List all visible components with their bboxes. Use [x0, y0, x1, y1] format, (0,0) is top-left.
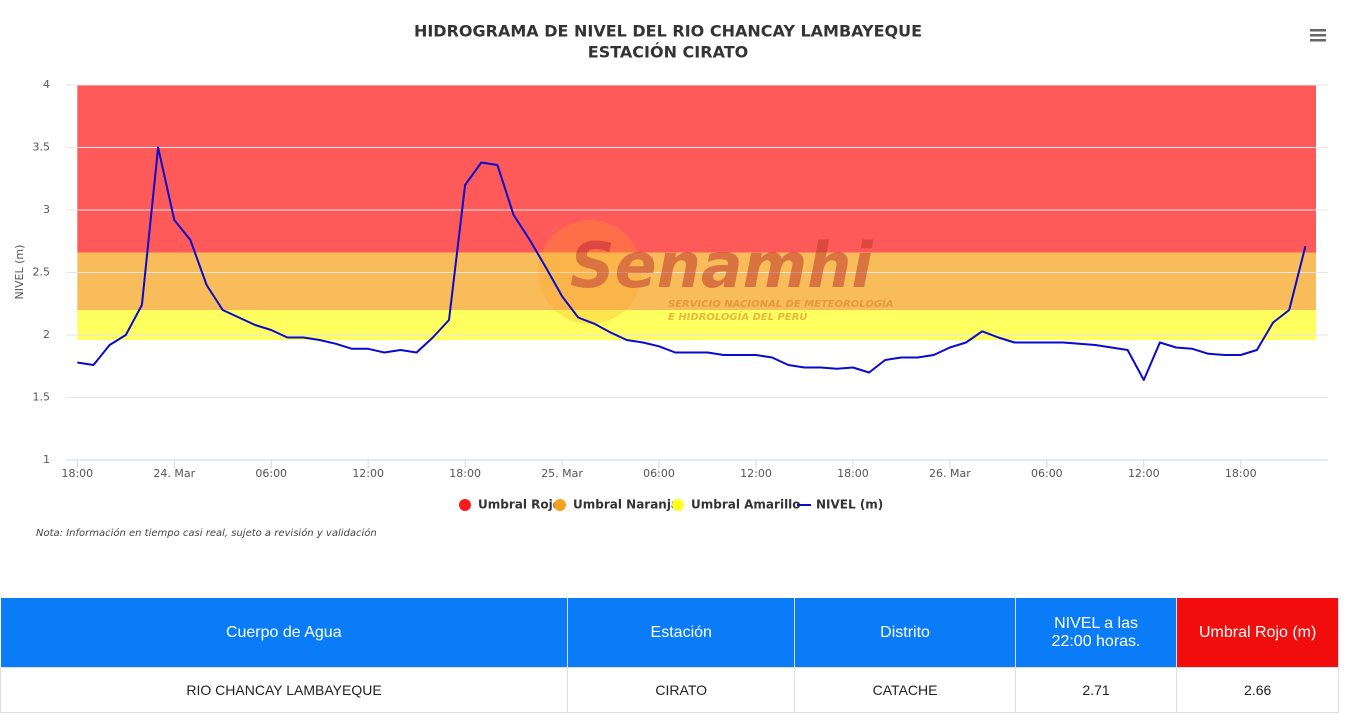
table-header: Cuerpo de Agua	[0, 598, 569, 668]
legend-symbol	[459, 499, 471, 511]
x-tick-label: 25. Mar	[541, 467, 583, 480]
watermark-text: SERVICIO NACIONAL DE METEOROLOGÍA	[668, 297, 894, 310]
legend-item[interactable]: Umbral Rojo	[459, 498, 561, 512]
series-line	[77, 146, 1307, 381]
x-tick-label: 12:00	[740, 467, 772, 480]
x-tick-label: 06:00	[255, 467, 287, 480]
watermark-name: Senamhi	[570, 229, 873, 302]
chart: HIDROGRAMA DE NIVEL DEL RIO CHANCAY LAMB…	[13, 22, 1328, 539]
legend-symbol	[554, 499, 566, 511]
chart-subtitle: ESTACIÓN CIRATO	[588, 43, 748, 62]
x-tick-label: 06:00	[643, 467, 675, 480]
legend-item[interactable]: Umbral Amarillo	[672, 498, 801, 512]
x-tick-label: 18:00	[1225, 467, 1257, 480]
x-tick-label: 18:00	[837, 467, 869, 480]
x-tick-label: 06:00	[1031, 467, 1063, 480]
legend-label: NIVEL (m)	[816, 498, 883, 512]
chart-title: HIDROGRAMA DE NIVEL DEL RIO CHANCAY LAMB…	[414, 22, 922, 41]
table-header: NIVEL a las 22:00 horas.	[1015, 598, 1178, 668]
threshold-band	[77, 252, 1316, 310]
y-tick-label: 2.5	[33, 266, 51, 279]
table-header: Distrito	[794, 598, 1016, 668]
legend-label: Umbral Amarillo	[691, 498, 801, 512]
x-tick-label: 12:00	[1128, 467, 1160, 480]
x-tick-label: 12:00	[352, 467, 384, 480]
y-tick-label: 3.5	[33, 141, 51, 154]
data-table: Cuerpo de Agua Estación Distrito NIVEL a la…	[0, 598, 1339, 713]
y-tick-label: 1.5	[33, 391, 51, 404]
y-tick-label: 4	[43, 78, 50, 91]
table-header: Umbral Rojo (m)	[1176, 598, 1339, 668]
table-header: Estación	[567, 598, 796, 668]
table-row: RIO CHANCAY LAMBAYEQUE CIRATO CATACHE 2.71 2…	[0, 667, 1339, 713]
x-tick-label: 24. Mar	[153, 467, 195, 480]
table-cell: CATACHE	[794, 667, 1016, 713]
table-cell: RIO CHANCAY LAMBAYEQUE	[0, 667, 569, 713]
legend-item[interactable]: Umbral Naranja	[554, 498, 679, 512]
y-tick-label: 1	[43, 453, 50, 466]
x-tick-label: 26. Mar	[929, 467, 971, 480]
legend-item[interactable]: NIVEL (m)	[797, 498, 883, 512]
x-tick-label: 18:00	[61, 467, 93, 480]
threshold-band	[77, 85, 1316, 253]
note: Nota: Información en tiempo casi real, s…	[36, 527, 377, 539]
header-row: Cuerpo de Agua Estación Distrito NIVEL a la…	[0, 598, 1339, 668]
table-cell: 2.66	[1176, 667, 1339, 713]
legend-label: Umbral Rojo	[478, 498, 561, 512]
y-tick-label: 2	[43, 328, 50, 341]
y-tick-label: 3	[43, 203, 50, 216]
table-cell: 2.71	[1014, 667, 1178, 713]
legend-label: Umbral Naranja	[573, 498, 679, 512]
x-tick-label: 18:00	[449, 467, 481, 480]
table-cell: CIRATO	[567, 667, 796, 713]
legend-symbol	[672, 499, 684, 511]
y-axis-label: NIVEL (m)	[13, 245, 26, 300]
watermark-text: E HIDROLOGÍA DEL PERÚ	[668, 310, 808, 323]
menu-button[interactable]	[1310, 29, 1326, 42]
